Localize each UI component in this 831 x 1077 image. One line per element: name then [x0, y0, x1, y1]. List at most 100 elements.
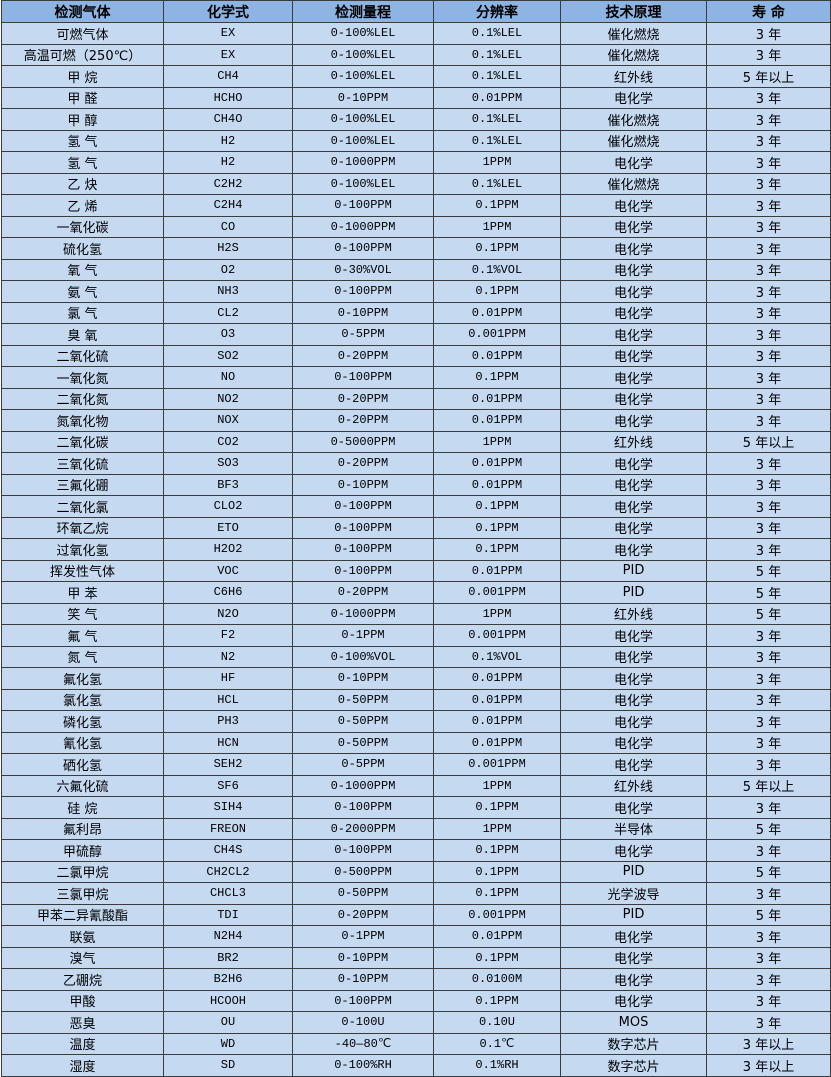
cell-lifespan: 3 年 [706, 22, 831, 45]
table-row: 甲苯二异氰酸酯 TDI 0-20PPM 0.001PPM PID 5 年 [1, 903, 831, 926]
table-row: 温度 WD -40—80℃ 0.1℃ 数字芯片 3 年以上 [1, 1032, 831, 1055]
table-row: 氯 气 CL2 0-10PPM 0.01PPM 电化学 3 年 [1, 301, 831, 324]
table-row: 甲 醇 CH4O 0-100%LEL 0.1%LEL 催化燃烧 3 年 [1, 108, 831, 131]
cell-formula: CH4S [163, 839, 293, 862]
table-row: 二氧化氮 NO2 0-20PPM 0.01PPM 电化学 3 年 [1, 387, 831, 410]
table-row: 二氧化硫 SO2 0-20PPM 0.01PPM 电化学 3 年 [1, 344, 831, 367]
cell-resolution: 0.1PPM [433, 366, 561, 389]
cell-principle: 电化学 [560, 796, 707, 819]
cell-gas: 氟 气 [1, 624, 164, 647]
cell-range: 0-10PPM [292, 667, 434, 690]
cell-resolution: 0.01PPM [433, 387, 561, 410]
cell-principle: 催化燃烧 [560, 172, 707, 195]
cell-lifespan: 3 年 [706, 989, 831, 1012]
cell-range: 0-50PPM [292, 882, 434, 905]
cell-lifespan: 5 年 [706, 817, 831, 840]
table-row: 硫化氢 H2S 0-100PPM 0.1PPM 电化学 3 年 [1, 237, 831, 260]
table-row: 六氟化硫 SF6 0-1000PPM 1PPM 红外线 5 年以上 [1, 774, 831, 797]
cell-lifespan: 3 年 [706, 710, 831, 733]
cell-range: 0-100PPM [292, 194, 434, 217]
cell-formula: CLO2 [163, 495, 293, 518]
table-row: 二氧化碳 CO2 0-5000PPM 1PPM 红外线 5 年以上 [1, 430, 831, 453]
cell-range: 0-30%VOL [292, 258, 434, 281]
cell-resolution: 0.1%VOL [433, 645, 561, 668]
cell-range: 0-500PPM [292, 860, 434, 883]
cell-lifespan: 3 年 [706, 667, 831, 690]
cell-resolution: 0.1PPM [433, 538, 561, 561]
cell-principle: 电化学 [560, 925, 707, 948]
cell-formula: C6H6 [163, 581, 293, 604]
cell-gas: 恶臭 [1, 1011, 164, 1034]
cell-principle: 电化学 [560, 946, 707, 969]
table-row: 甲 醛 HCHO 0-10PPM 0.01PPM 电化学 3 年 [1, 86, 831, 109]
cell-range: 0-100PPM [292, 989, 434, 1012]
cell-formula: CHCL3 [163, 882, 293, 905]
cell-principle: 电化学 [560, 516, 707, 539]
cell-formula: N2O [163, 602, 293, 625]
cell-lifespan: 3 年以上 [706, 1032, 831, 1055]
table-row: 三氟化硼 BF3 0-10PPM 0.01PPM 电化学 3 年 [1, 473, 831, 496]
cell-principle: 数字芯片 [560, 1032, 707, 1055]
cell-resolution: 1PPM [433, 774, 561, 797]
column-header-gas: 检测气体 [1, 0, 164, 23]
cell-range: 0-100%LEL [292, 172, 434, 195]
cell-lifespan: 3 年 [706, 753, 831, 776]
cell-formula: SIH4 [163, 796, 293, 819]
cell-range: 0-10PPM [292, 968, 434, 991]
table-row: 一氧化氮 NO 0-100PPM 0.1PPM 电化学 3 年 [1, 366, 831, 389]
cell-formula: EX [163, 43, 293, 66]
cell-gas: 氯 气 [1, 301, 164, 324]
cell-resolution: 0.1%LEL [433, 22, 561, 45]
cell-lifespan: 3 年 [706, 344, 831, 367]
cell-resolution: 0.001PPM [433, 753, 561, 776]
cell-range: 0-100%LEL [292, 108, 434, 131]
cell-range: 0-100%LEL [292, 129, 434, 152]
table-row: 溴气 BR2 0-10PPM 0.1PPM 电化学 3 年 [1, 946, 831, 969]
cell-lifespan: 3 年 [706, 796, 831, 819]
cell-lifespan: 5 年以上 [706, 65, 831, 88]
cell-formula: NH3 [163, 280, 293, 303]
cell-gas: 氢 气 [1, 129, 164, 152]
cell-formula: PH3 [163, 710, 293, 733]
table-row: 氧 气 O2 0-30%VOL 0.1%VOL 电化学 3 年 [1, 258, 831, 281]
cell-lifespan: 5 年以上 [706, 430, 831, 453]
cell-range: 0-20PPM [292, 387, 434, 410]
cell-formula: CO [163, 215, 293, 238]
cell-formula: HF [163, 667, 293, 690]
cell-formula: HCL [163, 688, 293, 711]
cell-lifespan: 3 年 [706, 108, 831, 131]
cell-range: 0-100%LEL [292, 43, 434, 66]
cell-resolution: 1PPM [433, 430, 561, 453]
cell-lifespan: 3 年 [706, 172, 831, 195]
cell-resolution: 0.1%LEL [433, 43, 561, 66]
cell-gas: 甲 醇 [1, 108, 164, 131]
column-header-principle: 技术原理 [560, 0, 707, 23]
cell-principle: 电化学 [560, 258, 707, 281]
cell-principle: 电化学 [560, 280, 707, 303]
cell-gas: 三氧化硫 [1, 452, 164, 475]
cell-formula: SF6 [163, 774, 293, 797]
cell-range: 0-50PPM [292, 731, 434, 754]
table-row: 氟利昂 FREON 0-2000PPM 1PPM 半导体 5 年 [1, 817, 831, 840]
cell-range: 0-1000PPM [292, 151, 434, 174]
cell-formula: NO2 [163, 387, 293, 410]
cell-gas: 二氧化氯 [1, 495, 164, 518]
cell-gas: 甲酸 [1, 989, 164, 1012]
table-row: 联氨 N2H4 0-1PPM 0.01PPM 电化学 3 年 [1, 925, 831, 948]
cell-gas: 二氧化硫 [1, 344, 164, 367]
cell-principle: 红外线 [560, 65, 707, 88]
cell-principle: 电化学 [560, 86, 707, 109]
table-row: 臭 氧 O3 0-5PPM 0.001PPM 电化学 3 年 [1, 323, 831, 346]
cell-range: 0-1PPM [292, 624, 434, 647]
cell-formula: NOX [163, 409, 293, 432]
table-row: 氢 气 H2 0-1000PPM 1PPM 电化学 3 年 [1, 151, 831, 174]
cell-resolution: 0.1%VOL [433, 258, 561, 281]
cell-formula: SO3 [163, 452, 293, 475]
cell-formula: H2S [163, 237, 293, 260]
cell-gas: 湿度 [1, 1054, 164, 1077]
cell-range: 0-100%LEL [292, 65, 434, 88]
cell-resolution: 0.1%LEL [433, 129, 561, 152]
cell-gas: 三氟化硼 [1, 473, 164, 496]
cell-principle: 电化学 [560, 839, 707, 862]
